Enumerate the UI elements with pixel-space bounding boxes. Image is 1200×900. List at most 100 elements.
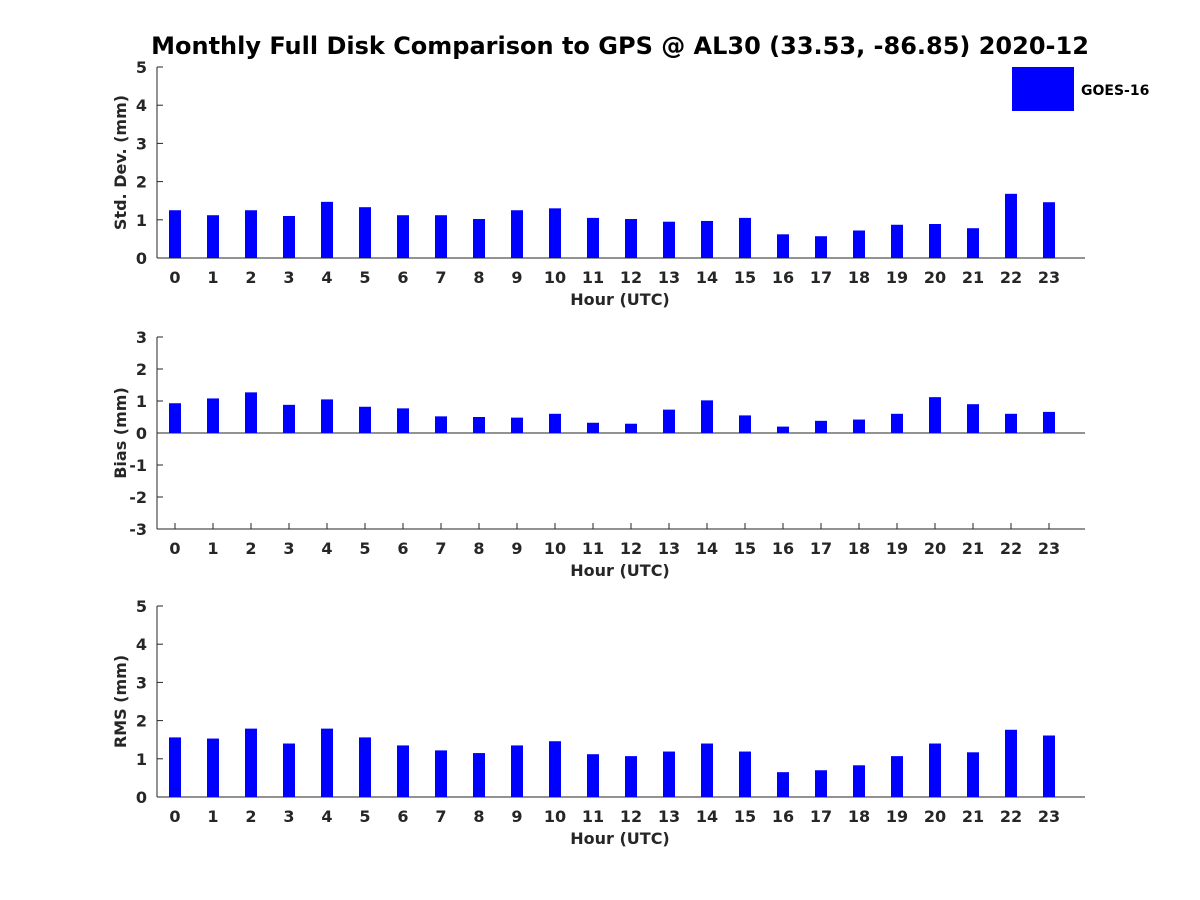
bar xyxy=(169,737,181,797)
bar xyxy=(815,236,827,258)
x-tick-label: 2 xyxy=(245,268,256,287)
bar xyxy=(207,738,219,797)
x-tick-label: 5 xyxy=(359,539,370,558)
x-tick-label: 19 xyxy=(886,539,908,558)
bar xyxy=(321,399,333,433)
bar xyxy=(169,403,181,433)
bar xyxy=(663,221,675,258)
x-tick-label: 15 xyxy=(734,539,756,558)
x-tick-label: 4 xyxy=(321,539,332,558)
x-tick-label: 12 xyxy=(620,807,642,826)
bar xyxy=(967,404,979,433)
bar xyxy=(815,770,827,797)
y-tick-label: 5 xyxy=(136,58,147,77)
y-tick-label: 3 xyxy=(136,673,147,692)
x-tick-label: 9 xyxy=(511,539,522,558)
x-tick-label: 23 xyxy=(1038,539,1060,558)
bar xyxy=(283,215,295,258)
x-tick-label: 17 xyxy=(810,539,832,558)
x-tick-label: 14 xyxy=(696,268,718,287)
y-tick-label: 3 xyxy=(136,134,147,153)
x-tick-label: 18 xyxy=(848,268,870,287)
x-tick-label: 7 xyxy=(435,539,446,558)
bar xyxy=(853,419,865,433)
x-tick-label: 11 xyxy=(582,539,604,558)
bar xyxy=(397,745,409,797)
bar xyxy=(587,422,599,433)
x-tick-label: 14 xyxy=(696,807,718,826)
x-tick-label: 6 xyxy=(397,539,408,558)
bar xyxy=(891,756,903,797)
y-tick-label: 0 xyxy=(136,424,147,443)
bar xyxy=(625,423,637,433)
x-tick-label: 13 xyxy=(658,268,680,287)
bar xyxy=(777,426,789,433)
x-tick-label: 8 xyxy=(473,807,484,826)
x-tick-label: 21 xyxy=(962,539,984,558)
bar xyxy=(283,404,295,433)
y-tick-label: 2 xyxy=(136,173,147,192)
x-tick-label: 13 xyxy=(658,539,680,558)
x-tick-label: 23 xyxy=(1038,268,1060,287)
bar xyxy=(245,728,257,797)
bar xyxy=(701,743,713,797)
bar xyxy=(663,751,675,797)
bar xyxy=(1005,193,1017,258)
bar xyxy=(359,737,371,797)
x-tick-label: 21 xyxy=(962,268,984,287)
bar xyxy=(473,753,485,797)
bar xyxy=(549,741,561,797)
x-tick-label: 2 xyxy=(245,807,256,826)
x-tick-label: 20 xyxy=(924,807,946,826)
x-tick-label: 4 xyxy=(321,268,332,287)
bar xyxy=(777,234,789,258)
x-tick-label: 0 xyxy=(169,268,180,287)
chart-title: Monthly Full Disk Comparison to GPS @ AL… xyxy=(151,32,1089,60)
x-tick-label: 5 xyxy=(359,807,370,826)
bar xyxy=(891,413,903,433)
bar xyxy=(473,219,485,258)
x-tick-label: 4 xyxy=(321,807,332,826)
bar xyxy=(663,409,675,433)
bar xyxy=(1005,729,1017,797)
y-tick-label: -3 xyxy=(129,520,147,539)
x-tick-label: 15 xyxy=(734,807,756,826)
y-tick-label: 2 xyxy=(136,360,147,379)
bar xyxy=(815,420,827,433)
bar xyxy=(1043,411,1055,433)
bar xyxy=(435,215,447,258)
y-tick-label: 2 xyxy=(136,712,147,731)
x-tick-label: 1 xyxy=(207,268,218,287)
bar xyxy=(777,772,789,797)
bar xyxy=(587,754,599,797)
x-tick-label: 17 xyxy=(810,807,832,826)
bar xyxy=(473,417,485,433)
x-tick-label: 16 xyxy=(772,268,794,287)
x-tick-label: 19 xyxy=(886,268,908,287)
x-tick-label: 22 xyxy=(1000,539,1022,558)
x-tick-label: 3 xyxy=(283,268,294,287)
x-tick-label: 8 xyxy=(473,539,484,558)
legend: GOES-16 xyxy=(1012,67,1149,111)
bar xyxy=(435,750,447,797)
x-tick-label: 6 xyxy=(397,268,408,287)
x-tick-label: 15 xyxy=(734,268,756,287)
bar xyxy=(245,210,257,258)
x-tick-label: 2 xyxy=(245,539,256,558)
y-tick-label: 4 xyxy=(136,96,147,115)
x-tick-label: 6 xyxy=(397,807,408,826)
bar xyxy=(321,728,333,797)
y-tick-label: 1 xyxy=(136,211,147,230)
x-tick-label: 20 xyxy=(924,268,946,287)
x-tick-label: 19 xyxy=(886,807,908,826)
x-tick-label: 14 xyxy=(696,539,718,558)
bar xyxy=(169,210,181,258)
y-tick-label: 1 xyxy=(136,392,147,411)
x-tick-label: 7 xyxy=(435,268,446,287)
y-tick-label: 0 xyxy=(136,249,147,268)
